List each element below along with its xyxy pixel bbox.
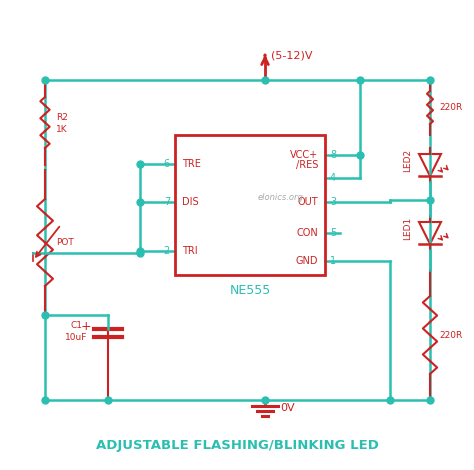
- Text: TRE: TRE: [182, 159, 201, 169]
- Text: elonics.org: elonics.org: [257, 193, 303, 202]
- Text: POT: POT: [56, 238, 74, 247]
- Text: (5-12)V: (5-12)V: [271, 50, 312, 60]
- Text: C1: C1: [70, 321, 82, 329]
- Text: LED2: LED2: [403, 149, 412, 172]
- Text: CON: CON: [296, 228, 318, 238]
- Text: ADJUSTABLE FLASHING/BLINKING LED: ADJUSTABLE FLASHING/BLINKING LED: [96, 439, 378, 452]
- Text: 1: 1: [330, 256, 336, 266]
- Text: NE555: NE555: [229, 284, 271, 298]
- Text: LED1: LED1: [403, 216, 412, 240]
- Text: R2: R2: [56, 113, 68, 122]
- Text: 10uF: 10uF: [65, 332, 87, 342]
- Text: 220R: 220R: [439, 330, 462, 339]
- Text: 1K: 1K: [56, 125, 68, 134]
- Text: OUT: OUT: [297, 197, 318, 207]
- Text: 220R: 220R: [439, 103, 462, 112]
- Text: TRI: TRI: [182, 246, 198, 256]
- Text: GND: GND: [295, 256, 318, 266]
- Text: 4: 4: [330, 173, 336, 183]
- Text: +: +: [81, 321, 91, 334]
- Text: 3: 3: [330, 197, 336, 207]
- Text: 2: 2: [164, 246, 170, 256]
- Text: 7: 7: [164, 197, 170, 207]
- Text: 6: 6: [164, 159, 170, 169]
- Text: VCC+: VCC+: [290, 149, 318, 160]
- Bar: [175, 135, 325, 275]
- Text: 5: 5: [330, 228, 336, 238]
- Text: DIS: DIS: [182, 197, 199, 207]
- Text: /RES: /RES: [296, 160, 318, 170]
- Text: 8: 8: [330, 149, 336, 160]
- Text: 0V: 0V: [280, 403, 295, 413]
